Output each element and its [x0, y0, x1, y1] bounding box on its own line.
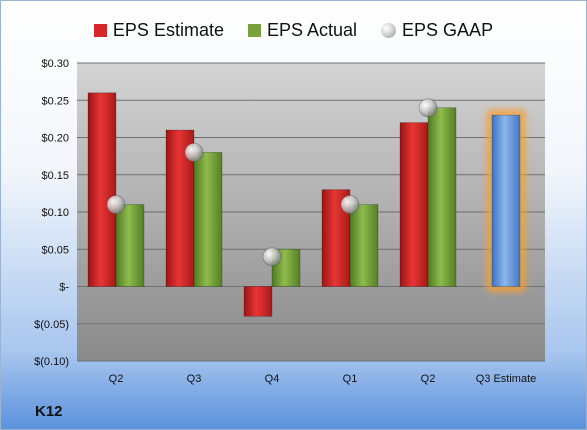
x-tick-label: Q2 — [421, 373, 436, 385]
bars — [87, 92, 526, 317]
eps-actual-bar — [193, 152, 223, 287]
y-tick-label: $- — [59, 282, 69, 294]
y-tick-label: $0.20 — [41, 133, 69, 145]
x-tick-label: Q2 — [109, 373, 124, 385]
x-tick-label: Q1 — [343, 373, 358, 385]
eps-gaap-marker — [418, 98, 438, 118]
y-axis: $0.30 $0.25 $0.20 $0.15 $0.10 $0.05 $- $(0.05) $… — [34, 58, 69, 368]
legend-swatch-estimate — [93, 23, 107, 37]
legend-swatch-gaap — [381, 22, 397, 38]
eps-gaap-marker — [184, 142, 204, 162]
y-tick-label: $0.30 — [41, 58, 69, 70]
eps-estimate-bar — [243, 286, 273, 317]
current-estimate-bar — [491, 114, 521, 287]
legend-item-actual: EPS Actual — [247, 17, 358, 43]
eps-gaap-marker — [106, 195, 126, 214]
y-tick-label: $(0.10) — [34, 356, 69, 368]
eps-actual-bar — [115, 204, 145, 287]
x-axis: Q2 Q3 Q4 Q1 Q2 Q3 Estimate — [109, 373, 537, 385]
legend-item-gaap: EPS GAAP — [381, 17, 493, 43]
eps-gaap-marker — [340, 195, 360, 214]
y-tick-label: $0.25 — [41, 95, 69, 107]
legend-label-estimate: EPS Estimate — [112, 19, 224, 40]
gridlines — [77, 62, 545, 362]
x-tick-label: Q4 — [265, 373, 280, 385]
eps-estimate-bar — [399, 122, 429, 287]
eps-actual-bar — [427, 107, 457, 287]
legend-label-actual: EPS Actual — [266, 19, 358, 40]
legend-swatch-actual — [247, 23, 261, 37]
y-tick-label: $(0.05) — [34, 319, 69, 331]
legend-label-gaap: EPS GAAP — [402, 19, 494, 40]
company-name: K12 — [35, 403, 63, 420]
y-tick-label: $0.15 — [41, 170, 69, 182]
y-tick-label: $0.10 — [41, 207, 69, 219]
x-tick-label: Q3 — [187, 373, 202, 385]
gaap-markers — [106, 98, 438, 267]
legend-item-estimate: EPS Estimate — [93, 17, 224, 43]
eps-estimate-bar — [87, 92, 117, 287]
x-tick-label: Q3 Estimate — [476, 373, 537, 385]
legend: EPS Estimate EPS Actual EPS GAAP — [1, 17, 586, 43]
y-tick-label: $0.05 — [41, 244, 69, 256]
eps-gaap-marker — [262, 247, 282, 267]
eps-actual-bar — [349, 204, 379, 287]
